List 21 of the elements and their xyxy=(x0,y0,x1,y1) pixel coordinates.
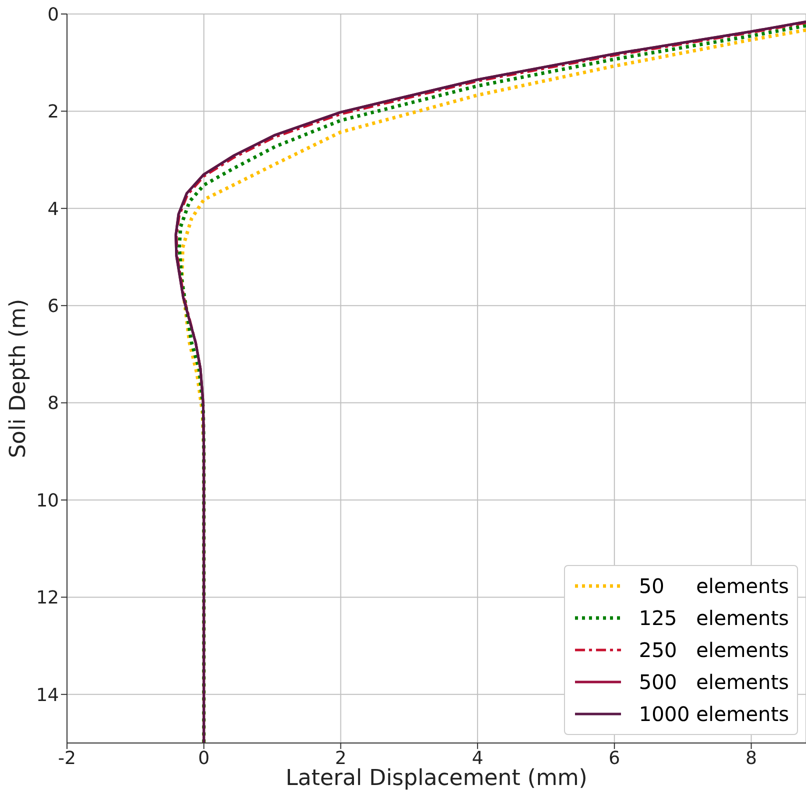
x-tick-label: 0 xyxy=(198,748,210,769)
y-tick-label: 14 xyxy=(36,684,59,706)
x-tick-label: 2 xyxy=(334,748,346,769)
x-tick-label: 4 xyxy=(472,748,484,769)
legend-label: 250 elements xyxy=(638,638,789,662)
y-axis-title: Soli Depth (m) xyxy=(6,298,31,458)
y-tick-label: 12 xyxy=(36,588,59,609)
legend-label: 125 elements xyxy=(638,606,789,630)
x-tick-label: -2 xyxy=(58,748,76,769)
y-tick-label: 6 xyxy=(48,296,59,317)
x-axis-title: Lateral Displacement (mm) xyxy=(286,766,588,791)
y-tick-label: 4 xyxy=(48,198,59,220)
legend-label: 50 elements xyxy=(638,574,789,598)
x-tick-label: 6 xyxy=(608,748,620,769)
y-tick-label: 8 xyxy=(48,393,59,414)
y-tick-label: 2 xyxy=(48,102,59,123)
y-tick-label: 10 xyxy=(36,490,59,512)
legend-label: 500 elements xyxy=(638,670,789,694)
y-tick-label: 0 xyxy=(48,4,59,26)
legend-label: 1000 elements xyxy=(638,702,789,726)
x-tick-label: 8 xyxy=(746,748,757,769)
